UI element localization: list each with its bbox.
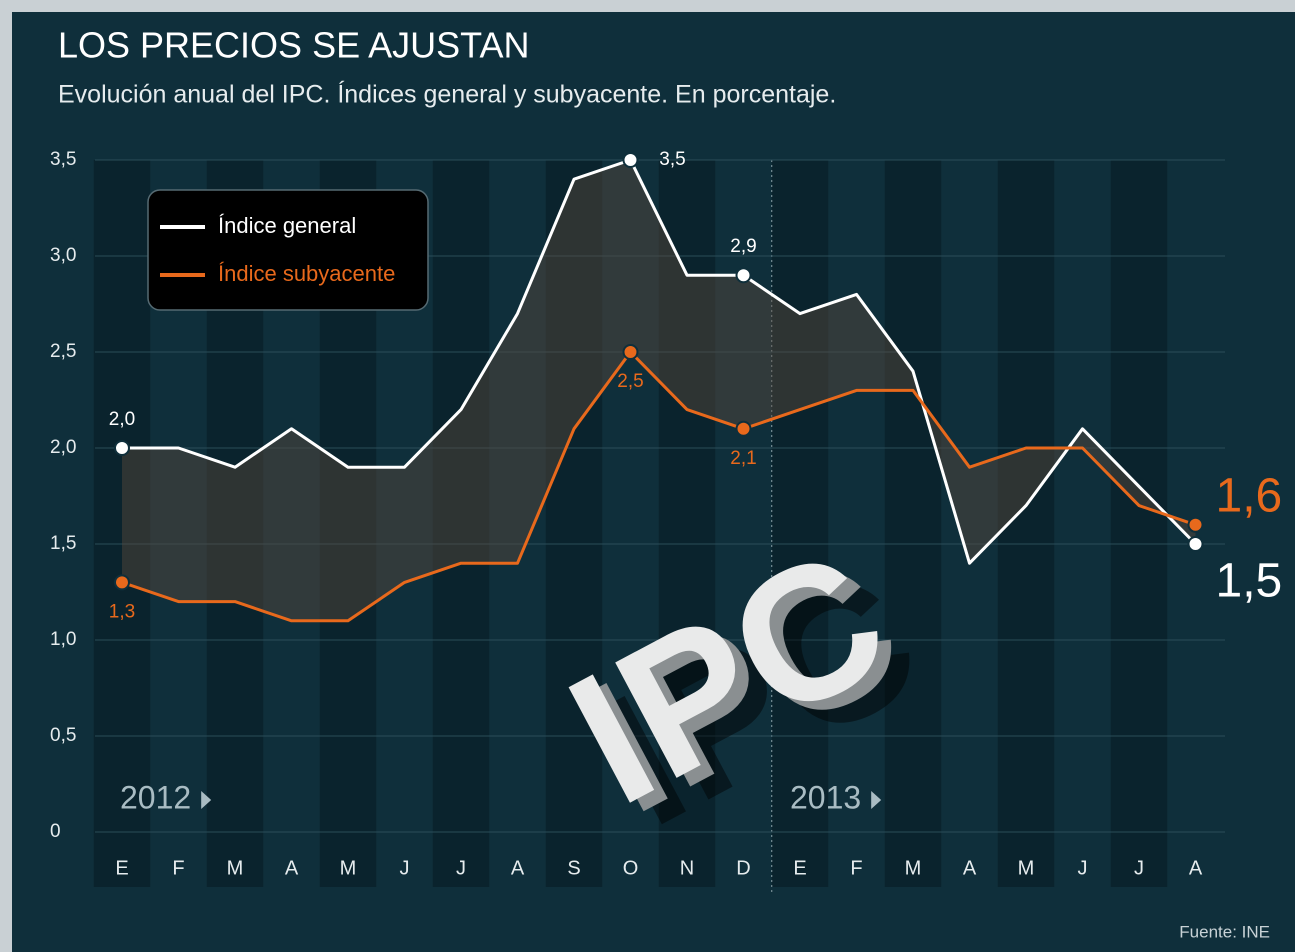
x-tick-label: D (736, 857, 750, 879)
x-tick-label: J (1078, 857, 1088, 879)
point (624, 153, 638, 167)
point (1189, 537, 1203, 551)
x-tick-label: M (227, 857, 244, 879)
value-label: 2,1 (730, 448, 756, 469)
x-tick-label: J (400, 857, 410, 879)
x-tick-label: F (172, 857, 184, 879)
x-tick-label: M (905, 857, 922, 879)
x-tick-label: A (1189, 857, 1203, 879)
x-tick-label: O (623, 857, 639, 879)
point (115, 441, 129, 455)
value-label: 2,5 (617, 371, 643, 392)
point (737, 422, 751, 436)
x-tick-label: J (1134, 857, 1144, 879)
y-tick-label: 2,5 (50, 341, 76, 362)
y-tick-label: 0 (50, 821, 61, 842)
value-label: 2,0 (109, 409, 135, 430)
x-tick-label: M (340, 857, 357, 879)
x-tick-label: M (1018, 857, 1035, 879)
y-tick-label: 3,0 (50, 245, 76, 266)
point (737, 268, 751, 282)
x-tick-label: A (285, 857, 299, 879)
x-tick-label: E (793, 857, 806, 879)
legend-label: Índice general (218, 213, 356, 238)
year-label: 2012 (120, 779, 191, 815)
x-tick-label: F (850, 857, 862, 879)
point (1189, 518, 1203, 532)
point (115, 575, 129, 589)
x-tick-label: S (567, 857, 580, 879)
x-tick-label: J (456, 857, 466, 879)
x-tick-label: E (115, 857, 128, 879)
legend-label: Índice subyacente (218, 261, 395, 286)
x-tick-label: N (680, 857, 694, 879)
point (624, 345, 638, 359)
chart: LOS PRECIOS SE AJUSTAN Evolución anual d… (0, 0, 1295, 952)
x-tick-label: A (963, 857, 977, 879)
source: Fuente: INE (1179, 922, 1270, 941)
value-label: 1,6 (1216, 469, 1283, 522)
value-label: 1,5 (1216, 555, 1283, 608)
value-label: 1,3 (109, 601, 135, 622)
y-tick-label: 0,5 (50, 725, 76, 746)
y-tick-label: 1,0 (50, 629, 76, 650)
column-stripe (1111, 160, 1168, 887)
legend-box (148, 190, 428, 310)
y-tick-label: 2,0 (50, 437, 76, 458)
x-tick-label: A (511, 857, 525, 879)
column-stripe (885, 160, 942, 887)
y-tick-label: 3,5 (50, 149, 76, 170)
chart-subtitle: Evolución anual del IPC. Índices general… (58, 80, 836, 109)
chart-title: LOS PRECIOS SE AJUSTAN (58, 25, 529, 66)
value-label: 2,9 (730, 236, 756, 257)
value-label: 3,5 (659, 149, 685, 170)
y-tick-label: 1,5 (50, 533, 76, 554)
